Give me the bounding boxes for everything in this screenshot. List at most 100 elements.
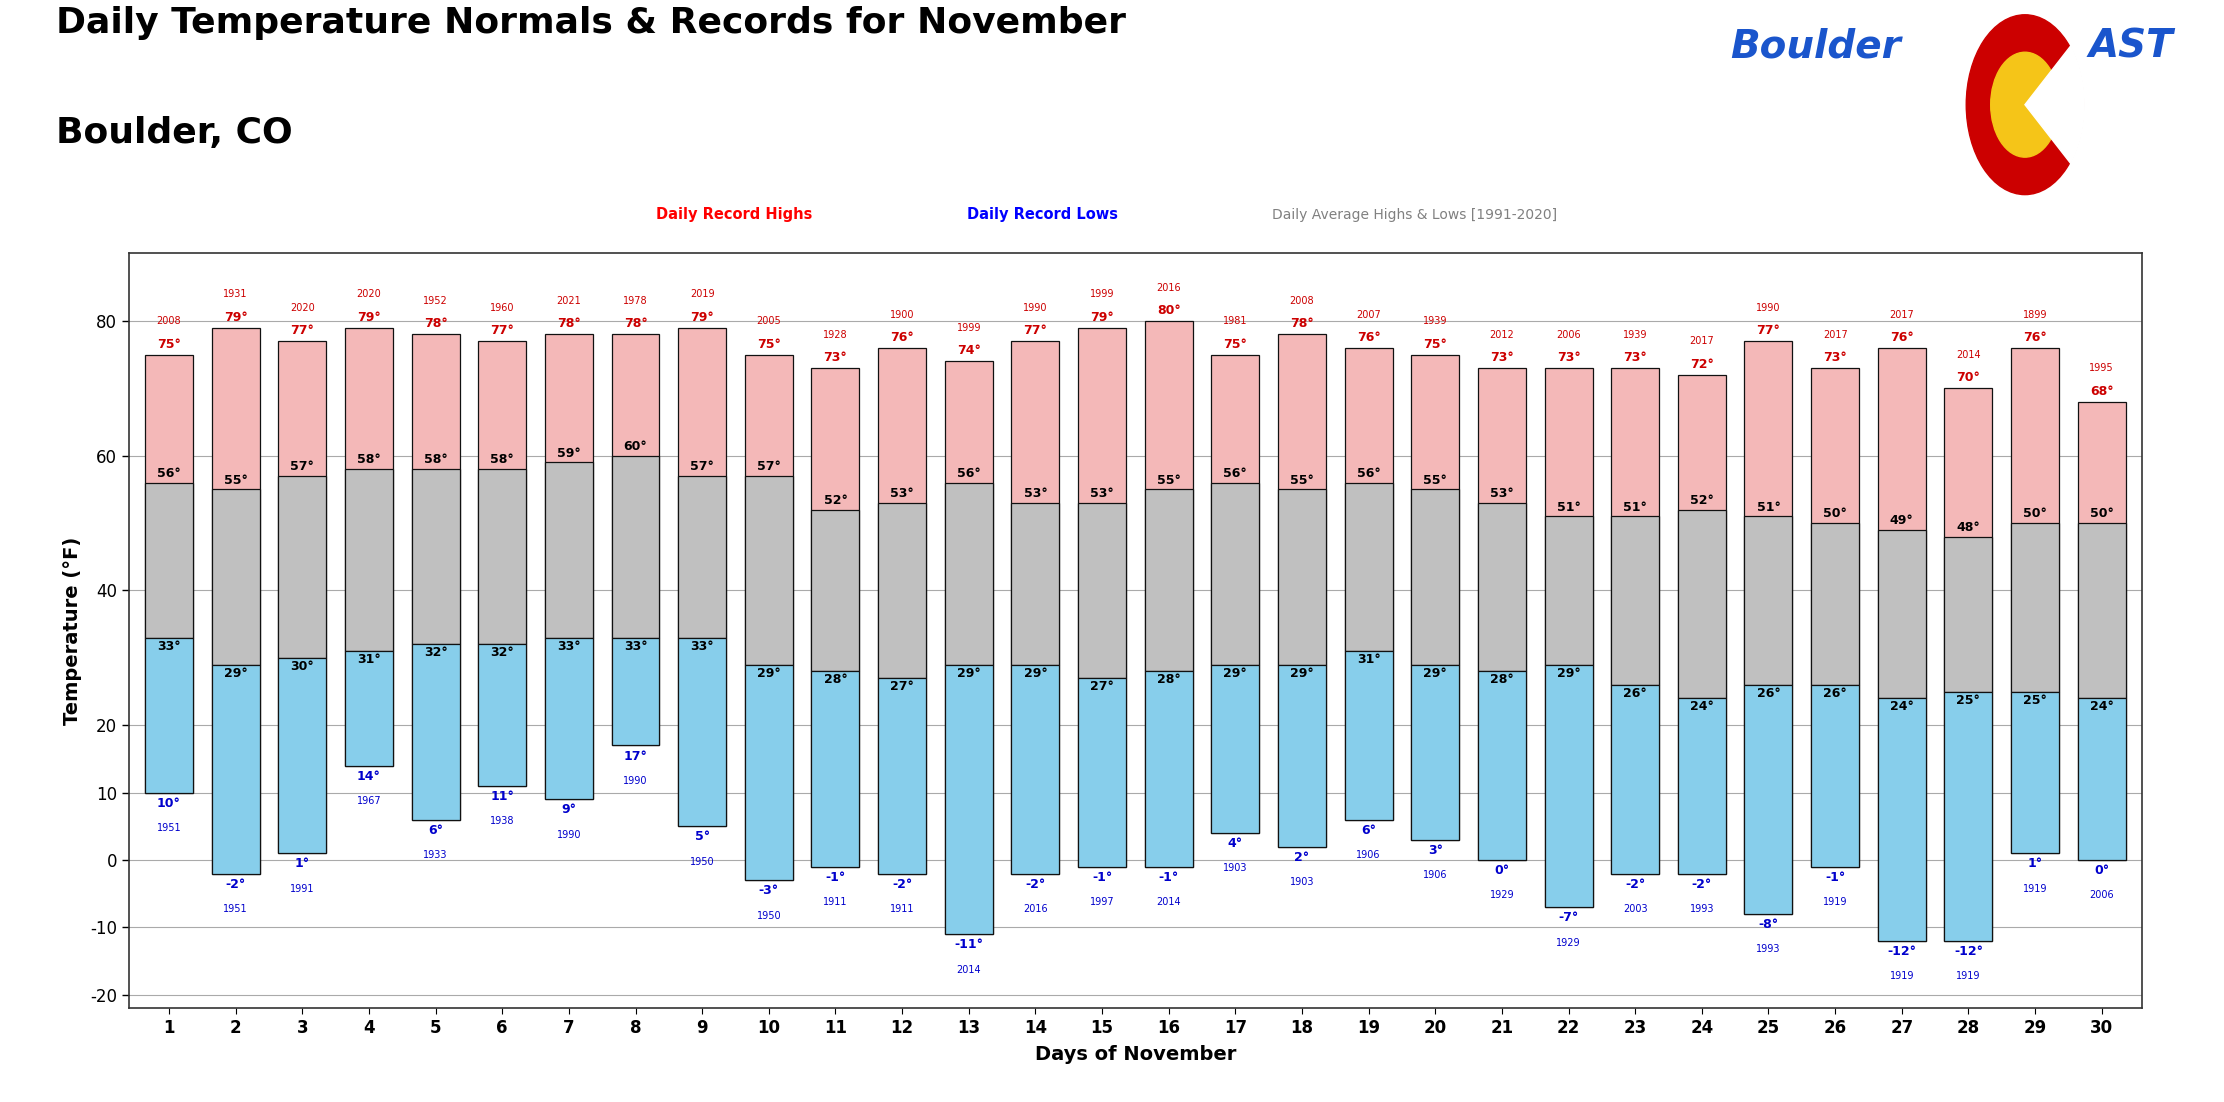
Text: 1903: 1903 [1223, 864, 1248, 874]
Bar [145, 355, 193, 792]
Text: -1°: -1° [1159, 871, 1179, 884]
Bar [678, 476, 727, 638]
Text: -7°: -7° [1559, 911, 1579, 925]
Text: 2020: 2020 [356, 290, 380, 300]
Bar [1744, 517, 1793, 684]
Text: 25°: 25° [1957, 693, 1979, 706]
Text: 31°: 31° [1357, 653, 1381, 666]
Text: 17°: 17° [623, 749, 647, 763]
Text: 55°: 55° [1290, 474, 1314, 487]
Text: 55°: 55° [1423, 474, 1448, 487]
Bar [278, 658, 327, 853]
Text: 26°: 26° [1824, 687, 1846, 700]
Bar [612, 638, 661, 745]
Text: 32°: 32° [425, 647, 447, 659]
Text: 77°: 77° [1023, 324, 1048, 337]
Text: 73°: 73° [1557, 352, 1581, 364]
Text: 2016: 2016 [1156, 282, 1181, 292]
Text: 75°: 75° [756, 337, 781, 350]
Text: 2008: 2008 [156, 316, 182, 326]
Text: 56°: 56° [1223, 467, 1248, 480]
Text: 0°: 0° [1495, 864, 1510, 877]
Text: 57°: 57° [756, 461, 781, 473]
Text: 49°: 49° [1890, 515, 1913, 527]
Text: 76°: 76° [1357, 331, 1381, 344]
Bar [945, 361, 992, 934]
Text: 1919: 1919 [1957, 971, 1982, 981]
Text: 76°: 76° [2024, 331, 2046, 344]
Bar [1412, 355, 1459, 840]
Text: 2021: 2021 [556, 296, 580, 306]
Text: 2014: 2014 [1156, 897, 1181, 907]
Text: 24°: 24° [1690, 700, 1715, 713]
Bar [2010, 348, 2059, 853]
Text: 1990: 1990 [556, 830, 580, 840]
Bar [1479, 503, 1526, 671]
Bar [1279, 665, 1326, 846]
Text: 1960: 1960 [489, 303, 514, 313]
Bar [2077, 402, 2126, 860]
Text: 50°: 50° [2091, 507, 2113, 520]
Text: 27°: 27° [1090, 680, 1114, 693]
Text: 1978: 1978 [623, 296, 647, 306]
Bar [2010, 523, 2059, 692]
Bar [1346, 483, 1392, 651]
Bar [1610, 517, 1659, 684]
Y-axis label: Temperature (°F): Temperature (°F) [62, 537, 82, 725]
Bar [1677, 509, 1726, 699]
Text: 2017: 2017 [1824, 329, 1848, 339]
Text: -8°: -8° [1759, 918, 1779, 931]
Text: 50°: 50° [2024, 507, 2046, 520]
Text: -2°: -2° [892, 877, 912, 890]
Text: 1952: 1952 [423, 296, 447, 306]
Text: Boulder: Boulder [1730, 28, 1902, 65]
Text: 2008: 2008 [1290, 296, 1314, 306]
Text: 1919: 1919 [1824, 897, 1848, 907]
Text: 28°: 28° [1156, 673, 1181, 687]
Text: 24°: 24° [2091, 700, 2113, 713]
Text: 25°: 25° [2024, 693, 2046, 706]
Bar [1677, 375, 1726, 874]
Text: 78°: 78° [556, 317, 580, 331]
Text: -1°: -1° [1092, 871, 1112, 884]
Text: 1906: 1906 [1357, 850, 1381, 860]
Text: -2°: -2° [225, 877, 245, 890]
Bar [411, 469, 460, 645]
Text: 77°: 77° [489, 324, 514, 337]
Bar [1877, 699, 1926, 941]
Text: 28°: 28° [1490, 673, 1515, 687]
Bar [1079, 678, 1125, 867]
Bar [1610, 684, 1659, 874]
Text: 1991: 1991 [289, 884, 314, 894]
Bar [945, 665, 992, 934]
Text: 51°: 51° [1624, 500, 1648, 514]
Bar [1610, 368, 1659, 874]
Bar [278, 476, 327, 658]
Bar [145, 638, 193, 792]
Wedge shape [2026, 45, 2084, 164]
Bar [1944, 388, 1993, 941]
Text: 1928: 1928 [823, 329, 847, 339]
Bar [411, 645, 460, 820]
Text: 72°: 72° [1690, 358, 1715, 370]
Text: 29°: 29° [1223, 667, 1248, 680]
Bar [745, 355, 792, 880]
Text: 1990: 1990 [1757, 303, 1781, 313]
Text: 1°: 1° [296, 857, 309, 871]
Text: 1993: 1993 [1757, 944, 1781, 954]
Bar [1279, 334, 1326, 846]
Bar [1810, 684, 1859, 867]
Text: 78°: 78° [425, 317, 447, 331]
Bar [878, 348, 925, 874]
Text: 56°: 56° [158, 467, 180, 480]
Text: 29°: 29° [1423, 667, 1448, 680]
Text: 50°: 50° [1824, 507, 1848, 520]
Bar [1877, 348, 1926, 941]
Text: 79°: 79° [689, 311, 714, 324]
Text: -11°: -11° [954, 938, 983, 951]
Bar [1346, 651, 1392, 820]
Text: 75°: 75° [1423, 337, 1448, 350]
Text: 2016: 2016 [1023, 904, 1048, 914]
Text: 77°: 77° [291, 324, 314, 337]
Text: 2005: 2005 [756, 316, 781, 326]
